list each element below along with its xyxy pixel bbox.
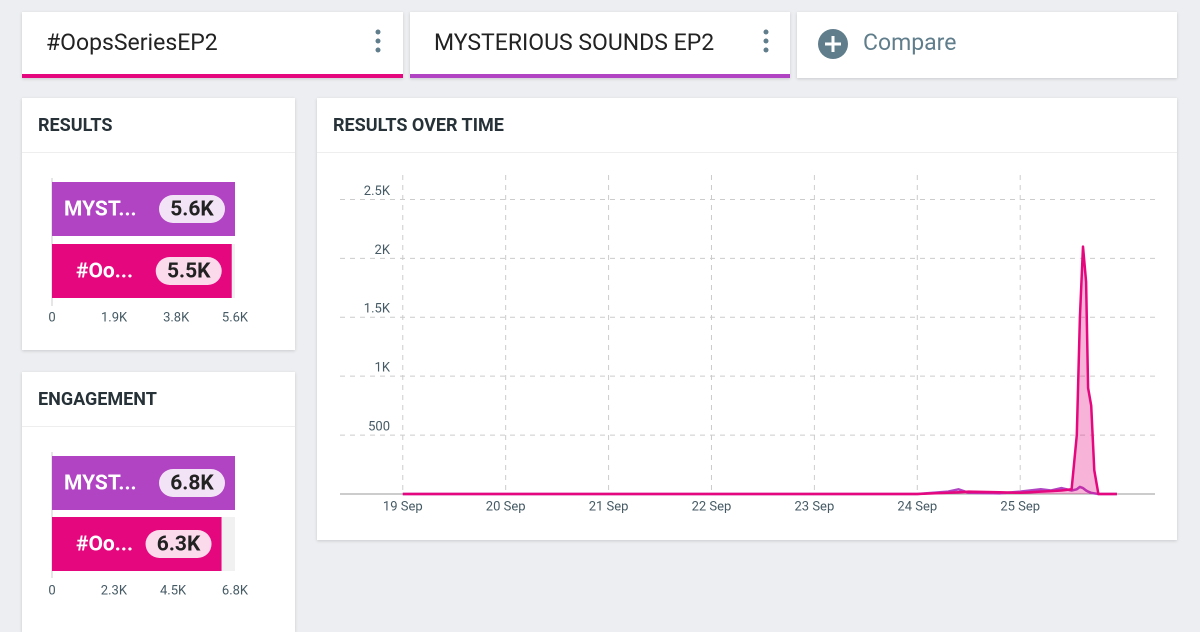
tab-label: MYSTERIOUS SOUNDS EP2	[434, 29, 715, 56]
plus-icon	[818, 29, 848, 59]
menu-icon[interactable]	[760, 28, 772, 58]
card-title: RESULTS OVER TIME	[333, 115, 504, 136]
results-card: RESULTS	[22, 98, 295, 350]
compare-button[interactable]: Compare	[797, 12, 1177, 78]
compare-label: Compare	[863, 29, 957, 56]
tab[interactable]: #OopsSeriesEP2	[22, 12, 403, 78]
card-title: ENGAGEMENT	[38, 389, 157, 410]
engagement-card: ENGAGEMENT	[22, 372, 295, 632]
card-title: RESULTS	[38, 115, 113, 136]
timeline-card: RESULTS OVER TIME	[317, 98, 1177, 540]
tab-underline	[22, 74, 403, 78]
tab-underline	[410, 74, 790, 78]
tab[interactable]: MYSTERIOUS SOUNDS EP2	[410, 12, 790, 78]
tab-label: #OopsSeriesEP2	[46, 29, 218, 56]
menu-icon[interactable]	[372, 28, 384, 58]
